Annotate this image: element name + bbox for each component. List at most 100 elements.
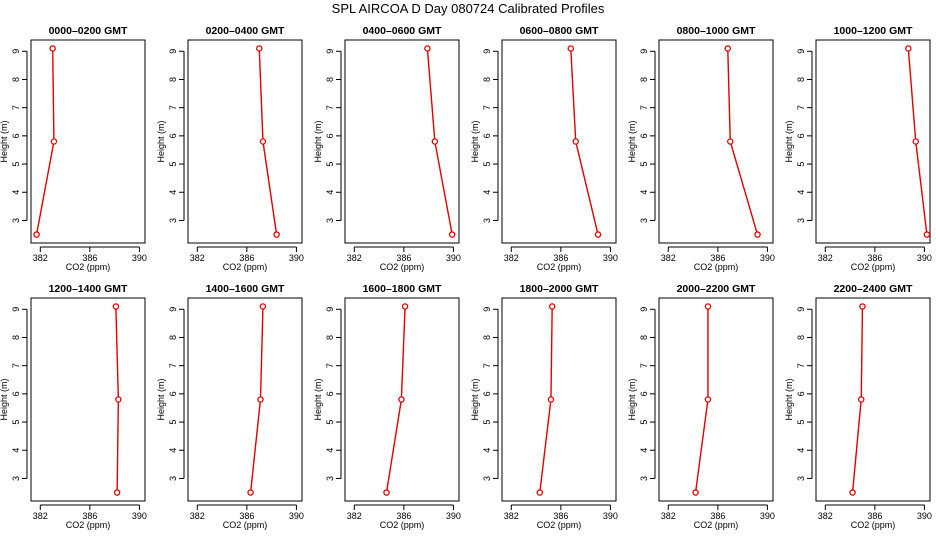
y-tick-label: 7 xyxy=(168,363,178,368)
y-tick-label: 5 xyxy=(325,162,335,167)
x-tick-label: 386 xyxy=(239,511,254,521)
y-tick-label: 8 xyxy=(796,335,806,340)
y-tick-label: 3 xyxy=(639,476,649,481)
plot-frame xyxy=(344,39,460,244)
plot-frame xyxy=(501,297,617,502)
y-tick-label: 8 xyxy=(639,335,649,340)
data-point xyxy=(859,303,866,310)
y-tick-label: 7 xyxy=(482,105,492,110)
data-point xyxy=(594,231,602,238)
y-axis-label: Height (m) xyxy=(0,378,9,420)
y-tick-label: 4 xyxy=(639,190,649,195)
y-tick-label: 3 xyxy=(168,476,178,481)
panel-11: 2000–2200 GMT 382 386 390 CO2 (ppm) 3 4 5 6 7 8 9 He… xyxy=(627,283,775,530)
y-tick-label: 5 xyxy=(482,420,492,425)
y-tick-label: 6 xyxy=(325,133,335,138)
data-point xyxy=(49,45,56,52)
y-tick-label: 7 xyxy=(796,105,806,110)
y-tick-label: 3 xyxy=(482,218,492,223)
panel-8: 1400–1600 GMT 382 386 390 CO2 (ppm) 3 4 5 6 7 8 9 He… xyxy=(156,283,304,530)
y-tick-label: 9 xyxy=(639,49,649,54)
y-tick-label: 5 xyxy=(482,162,492,167)
y-axis-label: Height (m) xyxy=(784,120,794,162)
y-tick-label: 5 xyxy=(796,162,806,167)
y-tick-label: 6 xyxy=(796,391,806,396)
y-tick-label: 7 xyxy=(325,105,335,110)
x-tick-label: 390 xyxy=(289,253,304,263)
y-tick-label: 5 xyxy=(639,420,649,425)
panel-5: 0800–1000 GMT 382 386 390 CO2 (ppm) 3 4 5 6 7 8 9 He… xyxy=(627,25,775,272)
y-tick-label: 9 xyxy=(482,307,492,312)
x-axis-label: CO2 (ppm) xyxy=(694,262,739,272)
panel-title: 0200–0400 GMT xyxy=(206,25,285,37)
y-axis-label: Height (m) xyxy=(313,378,323,420)
x-tick-label: 390 xyxy=(917,253,932,263)
y-axis-label: Height (m) xyxy=(627,120,637,162)
y-tick-label: 3 xyxy=(482,476,492,481)
y-tick-label: 6 xyxy=(11,391,21,396)
x-tick-label: 382 xyxy=(190,253,205,263)
panel-title: 1800–2000 GMT xyxy=(520,283,599,295)
y-tick-label: 4 xyxy=(11,190,21,195)
x-axis-label: CO2 (ppm) xyxy=(694,520,739,530)
x-tick-label: 390 xyxy=(917,511,932,521)
y-tick-label: 7 xyxy=(796,363,806,368)
x-tick-label: 382 xyxy=(661,253,676,263)
data-point xyxy=(857,396,865,403)
x-axis-label: CO2 (ppm) xyxy=(537,262,582,272)
panel-title: 0000–0200 GMT xyxy=(49,25,128,37)
y-axis-label: Height (m) xyxy=(470,378,480,420)
data-point xyxy=(572,138,579,145)
y-tick-label: 7 xyxy=(168,105,178,110)
panel-title: 1400–1600 GMT xyxy=(206,283,285,295)
profile-line xyxy=(426,48,453,235)
y-tick-label: 5 xyxy=(168,420,178,425)
y-tick-label: 3 xyxy=(796,218,806,223)
x-tick-label: 386 xyxy=(710,253,725,263)
y-tick-label: 9 xyxy=(796,307,806,312)
y-tick-label: 3 xyxy=(325,476,335,481)
data-point xyxy=(259,138,267,145)
y-axis-label: Height (m) xyxy=(156,378,166,420)
x-tick-label: 382 xyxy=(347,253,362,263)
y-axis-label: Height (m) xyxy=(156,120,166,162)
y-axis-label: Height (m) xyxy=(627,378,637,420)
y-tick-label: 7 xyxy=(11,363,21,368)
y-tick-label: 8 xyxy=(796,77,806,82)
y-tick-label: 7 xyxy=(639,363,649,368)
y-tick-label: 3 xyxy=(796,476,806,481)
y-tick-label: 9 xyxy=(11,49,21,54)
y-tick-label: 4 xyxy=(482,190,492,195)
y-tick-label: 6 xyxy=(639,391,649,396)
plot-frame xyxy=(501,39,617,244)
panel-title: 1600–1800 GMT xyxy=(363,283,442,295)
y-tick-label: 8 xyxy=(168,335,178,340)
panel-12: 2200–2400 GMT 382 386 390 CO2 (ppm) 3 4 5 6 7 8 9 He… xyxy=(784,283,932,530)
data-point xyxy=(255,45,263,52)
x-tick-label: 386 xyxy=(867,253,882,263)
y-tick-label: 8 xyxy=(325,77,335,82)
x-tick-label: 390 xyxy=(132,253,147,263)
x-tick-label: 386 xyxy=(710,511,725,521)
y-tick-label: 6 xyxy=(168,133,178,138)
x-axis-label: CO2 (ppm) xyxy=(223,520,268,530)
x-tick-label: 390 xyxy=(289,511,304,521)
panel-10: 1800–2000 GMT 382 386 390 CO2 (ppm) 3 4 5 6 7 8 9 He… xyxy=(470,283,618,530)
y-tick-label: 6 xyxy=(168,391,178,396)
y-tick-label: 8 xyxy=(482,77,492,82)
x-tick-label: 390 xyxy=(603,253,618,263)
x-tick-label: 382 xyxy=(33,511,48,521)
y-axis-label: Height (m) xyxy=(784,378,794,420)
data-point xyxy=(431,138,439,145)
y-tick-label: 6 xyxy=(482,391,492,396)
data-point xyxy=(724,45,732,52)
y-tick-label: 4 xyxy=(325,190,335,195)
y-tick-label: 8 xyxy=(11,335,21,340)
y-tick-label: 6 xyxy=(11,133,21,138)
data-point xyxy=(849,489,856,496)
data-point xyxy=(401,303,409,310)
x-tick-label: 386 xyxy=(82,253,97,263)
data-point xyxy=(905,45,912,52)
y-axis-label: Height (m) xyxy=(313,120,323,162)
panel-7: 1200–1400 GMT 382 386 390 CO2 (ppm) 3 4 5 6 7 8 9 He… xyxy=(0,283,147,530)
